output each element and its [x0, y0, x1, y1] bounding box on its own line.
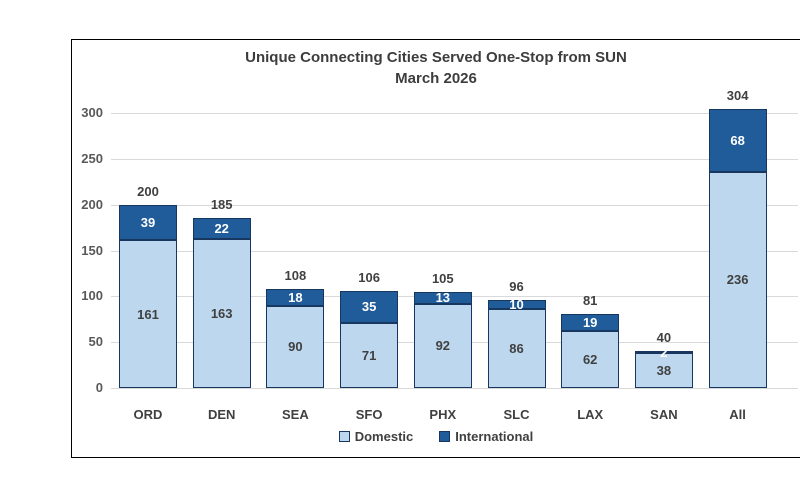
bar-segment-domestic-ORD: 161 [119, 240, 177, 388]
gridline-0 [111, 388, 798, 389]
total-label-LAX: 81 [582, 292, 598, 308]
total-label-PHX: 105 [431, 270, 454, 286]
bar-segment-international-SLC: 10 [487, 297, 546, 313]
bar-segment-international-All: 68 [708, 109, 767, 172]
international-value-label-SAN: 2 [660, 344, 668, 360]
domestic-value-label-DEN: 163 [210, 305, 233, 321]
international-value-label-All: 68 [730, 132, 745, 148]
bar-segment-domestic-SLC: 86 [487, 309, 546, 388]
y-axis-tick-150: 150 [81, 242, 103, 258]
x-axis-label-SLC: SLC [503, 407, 530, 422]
total-label-DEN: 185 [210, 197, 233, 213]
bar-segment-international-LAX: 19 [561, 313, 620, 332]
y-axis-tick-250: 250 [81, 150, 103, 166]
x-axis-label-SEA: SEA [282, 407, 309, 422]
chart-title: Unique Connecting Cities Served One-Stop… [245, 49, 627, 66]
total-label-ORD: 200 [137, 183, 159, 199]
bar-segment-domestic-DEN: 163 [192, 238, 251, 388]
bar-segment-domestic-PHX: 92 [413, 303, 472, 388]
y-axis-tick-100: 100 [81, 288, 103, 304]
legend-swatch-international [439, 431, 451, 442]
x-axis-label-ORD: ORD [133, 407, 163, 422]
total-label-SLC: 96 [509, 279, 524, 294]
chart-subtitle: March 2026 [395, 70, 477, 87]
gridline-150 [111, 250, 798, 252]
bar-segment-international-SAN: 2 [634, 345, 693, 360]
chart-legend: Domestic International [72, 429, 800, 444]
international-value-label-DEN: 22 [214, 220, 229, 236]
y-axis-tick-0: 0 [95, 380, 103, 395]
domestic-value-label-SFO: 71 [361, 347, 377, 363]
chart-plot-container: Unique Connecting Cities Served One-Stop… [72, 40, 800, 457]
total-label-SFO: 106 [358, 269, 380, 285]
legend-item-domestic: Domestic [338, 429, 414, 444]
domestic-value-label-PHX: 92 [435, 338, 451, 354]
gridline-300 [111, 113, 798, 114]
bar-segment-international-SEA: 18 [266, 289, 325, 306]
bar-segment-domestic-LAX: 62 [561, 331, 620, 388]
legend-item-international: International [439, 429, 533, 444]
x-axis-label-LAX: LAX [577, 407, 604, 422]
bar-segment-international-SFO: 35 [340, 290, 399, 323]
x-axis-label-SFO: SFO [355, 407, 383, 422]
domestic-value-label-SAN: 38 [656, 363, 672, 379]
gridline-200 [111, 204, 798, 206]
domestic-value-label-LAX: 62 [582, 352, 598, 368]
bar-segment-domestic-SFO: 71 [340, 322, 399, 388]
international-value-label-LAX: 19 [582, 314, 598, 330]
international-value-label-PHX: 13 [435, 290, 451, 306]
y-axis-tick-50: 50 [88, 334, 103, 350]
bar-segment-domestic-SAN: 38 [634, 353, 693, 388]
x-axis-label-SAN: SAN [650, 407, 678, 422]
bar-segment-domestic-SEA: 90 [266, 305, 325, 388]
legend-label-domestic: Domestic [354, 429, 414, 444]
international-value-label-SFO: 35 [361, 299, 377, 315]
bar-segment-domestic-All: 236 [708, 171, 767, 388]
x-axis-label-DEN: DEN [207, 407, 236, 422]
total-label-All: 304 [726, 88, 749, 104]
domestic-value-label-All: 236 [726, 272, 749, 288]
international-value-label-ORD: 39 [140, 215, 156, 231]
x-axis-label-PHX: PHX [429, 407, 457, 422]
gridline-250 [111, 158, 798, 160]
domestic-value-label-ORD: 161 [137, 306, 159, 322]
international-value-label-SLC: 10 [509, 297, 524, 313]
y-axis-tick-200: 200 [81, 196, 103, 212]
bar-segment-international-ORD: 39 [119, 204, 177, 241]
x-axis-label-All: All [729, 407, 746, 422]
y-axis-tick-300: 300 [81, 105, 103, 120]
legend-label-international: International [455, 429, 534, 444]
total-label-SEA: 108 [284, 268, 307, 283]
total-label-SAN: 40 [656, 330, 672, 346]
international-value-label-SEA: 18 [288, 289, 303, 305]
domestic-value-label-SEA: 90 [288, 339, 303, 355]
legend-swatch-domestic [338, 431, 350, 442]
bar-segment-international-DEN: 22 [192, 218, 251, 239]
chart-frame: Unique Connecting Cities Served One-Stop… [71, 39, 800, 458]
bar-segment-international-PHX: 13 [413, 290, 472, 306]
domestic-value-label-SLC: 86 [509, 341, 524, 357]
